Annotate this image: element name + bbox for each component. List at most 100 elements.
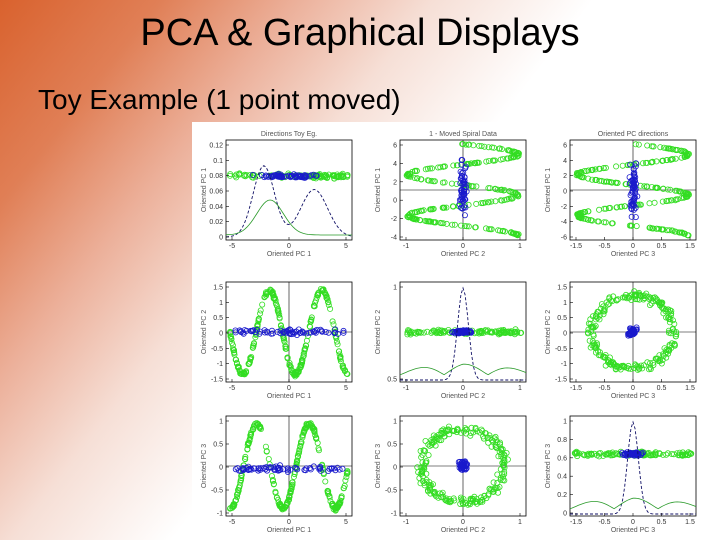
data-point-green	[227, 171, 234, 178]
data-point-green	[303, 420, 310, 427]
data-point-green	[488, 226, 495, 233]
data-point-green	[296, 365, 303, 372]
data-point-green	[497, 197, 504, 204]
data-point-blue	[240, 467, 247, 474]
data-point-green	[501, 197, 508, 204]
data-point-green	[467, 432, 474, 439]
data-point-green	[585, 175, 592, 182]
x-tick-label: 5	[344, 243, 348, 250]
y-tick-label: 1	[393, 285, 397, 292]
data-point-green	[674, 196, 681, 203]
data-point-blue	[289, 172, 296, 179]
data-point-green	[663, 451, 670, 458]
data-point-green	[301, 346, 308, 353]
data-point-green	[463, 223, 470, 230]
data-point-green	[673, 187, 680, 194]
data-point-blue	[325, 329, 332, 336]
data-point-blue	[462, 466, 469, 473]
data-point-blue	[280, 328, 287, 335]
data-point-green	[605, 359, 612, 366]
y-tick-label: 1	[219, 419, 223, 426]
data-point-green	[344, 172, 351, 179]
x-tick-label: -5	[229, 519, 235, 526]
panel-body	[570, 282, 696, 382]
x-tick-label: -0.5	[598, 243, 610, 250]
data-point-green	[665, 145, 672, 152]
data-point-blue	[631, 195, 638, 202]
data-point-green	[336, 354, 343, 361]
data-point-blue	[306, 173, 313, 180]
data-point-green	[481, 143, 488, 150]
data-point-blue	[458, 187, 465, 194]
data-point-blue	[255, 465, 262, 472]
data-point-blue	[462, 196, 469, 203]
data-point-green	[573, 448, 580, 455]
data-point-green	[485, 144, 492, 151]
data-point-green	[646, 302, 653, 309]
panel-body	[400, 286, 526, 381]
density-curve-dashed	[400, 286, 526, 381]
data-point-green	[600, 165, 607, 172]
data-point-green	[407, 331, 414, 338]
y-tick-label: 0	[563, 511, 567, 518]
data-point-green	[432, 329, 439, 336]
data-point-green	[228, 333, 235, 340]
data-point-blue	[317, 467, 324, 474]
data-point-green	[668, 197, 675, 204]
data-point-green	[678, 451, 685, 458]
data-point-blue	[308, 172, 315, 179]
y-tick-label: 0.1	[213, 158, 223, 165]
data-point-green	[302, 342, 309, 349]
data-point-green	[679, 452, 686, 459]
x-tick-label: -0.5	[598, 385, 610, 392]
data-point-green	[518, 329, 525, 336]
data-point-green	[329, 172, 336, 179]
y-tick-label: 0	[393, 465, 397, 472]
data-point-blue	[460, 187, 467, 194]
data-point-blue	[633, 324, 640, 331]
x-tick-label: -0.5	[598, 519, 610, 526]
data-point-green	[234, 491, 241, 498]
data-point-green	[679, 229, 686, 236]
x-tick-label: -1	[403, 243, 409, 250]
data-point-green	[281, 338, 288, 345]
data-point-green	[481, 492, 488, 499]
data-point-green	[510, 189, 517, 196]
data-point-blue	[331, 330, 338, 337]
data-point-green	[418, 176, 425, 183]
data-point-green	[652, 452, 659, 459]
y-tick-label: 0	[563, 331, 567, 338]
data-point-green	[670, 451, 677, 458]
y-tick-label: -1	[391, 511, 397, 518]
data-point-green	[437, 219, 444, 226]
data-point-green	[501, 468, 508, 475]
data-point-green	[299, 434, 306, 441]
data-point-green	[419, 459, 426, 466]
data-point-green	[242, 455, 249, 462]
data-point-blue	[468, 329, 475, 336]
data-point-green	[245, 360, 252, 367]
data-point-green	[653, 158, 660, 165]
data-point-green	[490, 488, 497, 495]
y-tick-label: 0.02	[209, 219, 223, 226]
data-point-green	[422, 217, 429, 224]
data-point-green	[644, 359, 651, 366]
data-point-green	[663, 314, 670, 321]
data-point-green	[641, 295, 648, 302]
data-point-green	[477, 498, 484, 505]
data-point-green	[470, 429, 477, 436]
data-point-green	[482, 199, 489, 206]
y-tick-label: 1.5	[213, 285, 223, 292]
data-point-green	[480, 435, 487, 442]
data-point-blue	[328, 465, 335, 472]
data-point-green	[340, 365, 347, 372]
y-tick-label: -1	[217, 361, 223, 368]
data-point-green	[261, 293, 268, 300]
data-point-blue	[332, 326, 339, 333]
y-tick-label: 0.06	[209, 189, 223, 196]
data-point-green	[263, 289, 270, 296]
data-point-green	[666, 227, 673, 234]
data-point-green	[635, 141, 642, 148]
data-point-blue	[310, 463, 317, 470]
data-point-green	[425, 177, 432, 184]
